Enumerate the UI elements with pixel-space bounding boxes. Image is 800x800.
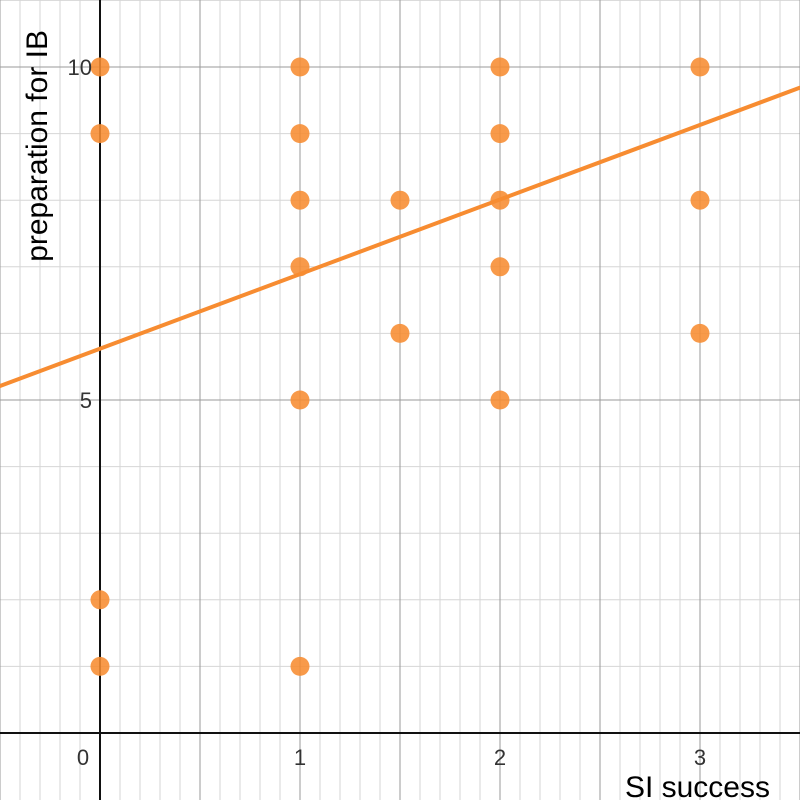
data-point [90, 57, 110, 77]
data-point [290, 124, 310, 144]
data-point [290, 656, 310, 676]
data-point [490, 257, 510, 277]
data-point [490, 57, 510, 77]
x-tick-label: 2 [494, 745, 506, 770]
data-point [90, 124, 110, 144]
data-point [290, 190, 310, 210]
y-tick-label: 10 [68, 55, 92, 80]
data-points [90, 57, 710, 676]
data-point [90, 656, 110, 676]
data-point [290, 390, 310, 410]
y-axis-title: preparation for IB [21, 30, 54, 262]
x-tick-label: 3 [694, 745, 706, 770]
data-point [690, 323, 710, 343]
data-point [390, 323, 410, 343]
data-point [290, 57, 310, 77]
tick-labels: 0 1 2 3 5 10 [68, 55, 707, 770]
data-point [490, 124, 510, 144]
data-point [90, 590, 110, 610]
data-point [490, 190, 510, 210]
data-point [690, 190, 710, 210]
data-point [490, 390, 510, 410]
trendline [0, 85, 800, 389]
trendline-group [0, 85, 800, 389]
y-tick-label: 5 [80, 388, 92, 413]
x-tick-label: 0 [77, 745, 89, 770]
data-point [390, 190, 410, 210]
data-point [290, 257, 310, 277]
x-axis-title: SI success [625, 771, 770, 800]
x-tick-label: 1 [294, 745, 306, 770]
data-point [690, 57, 710, 77]
